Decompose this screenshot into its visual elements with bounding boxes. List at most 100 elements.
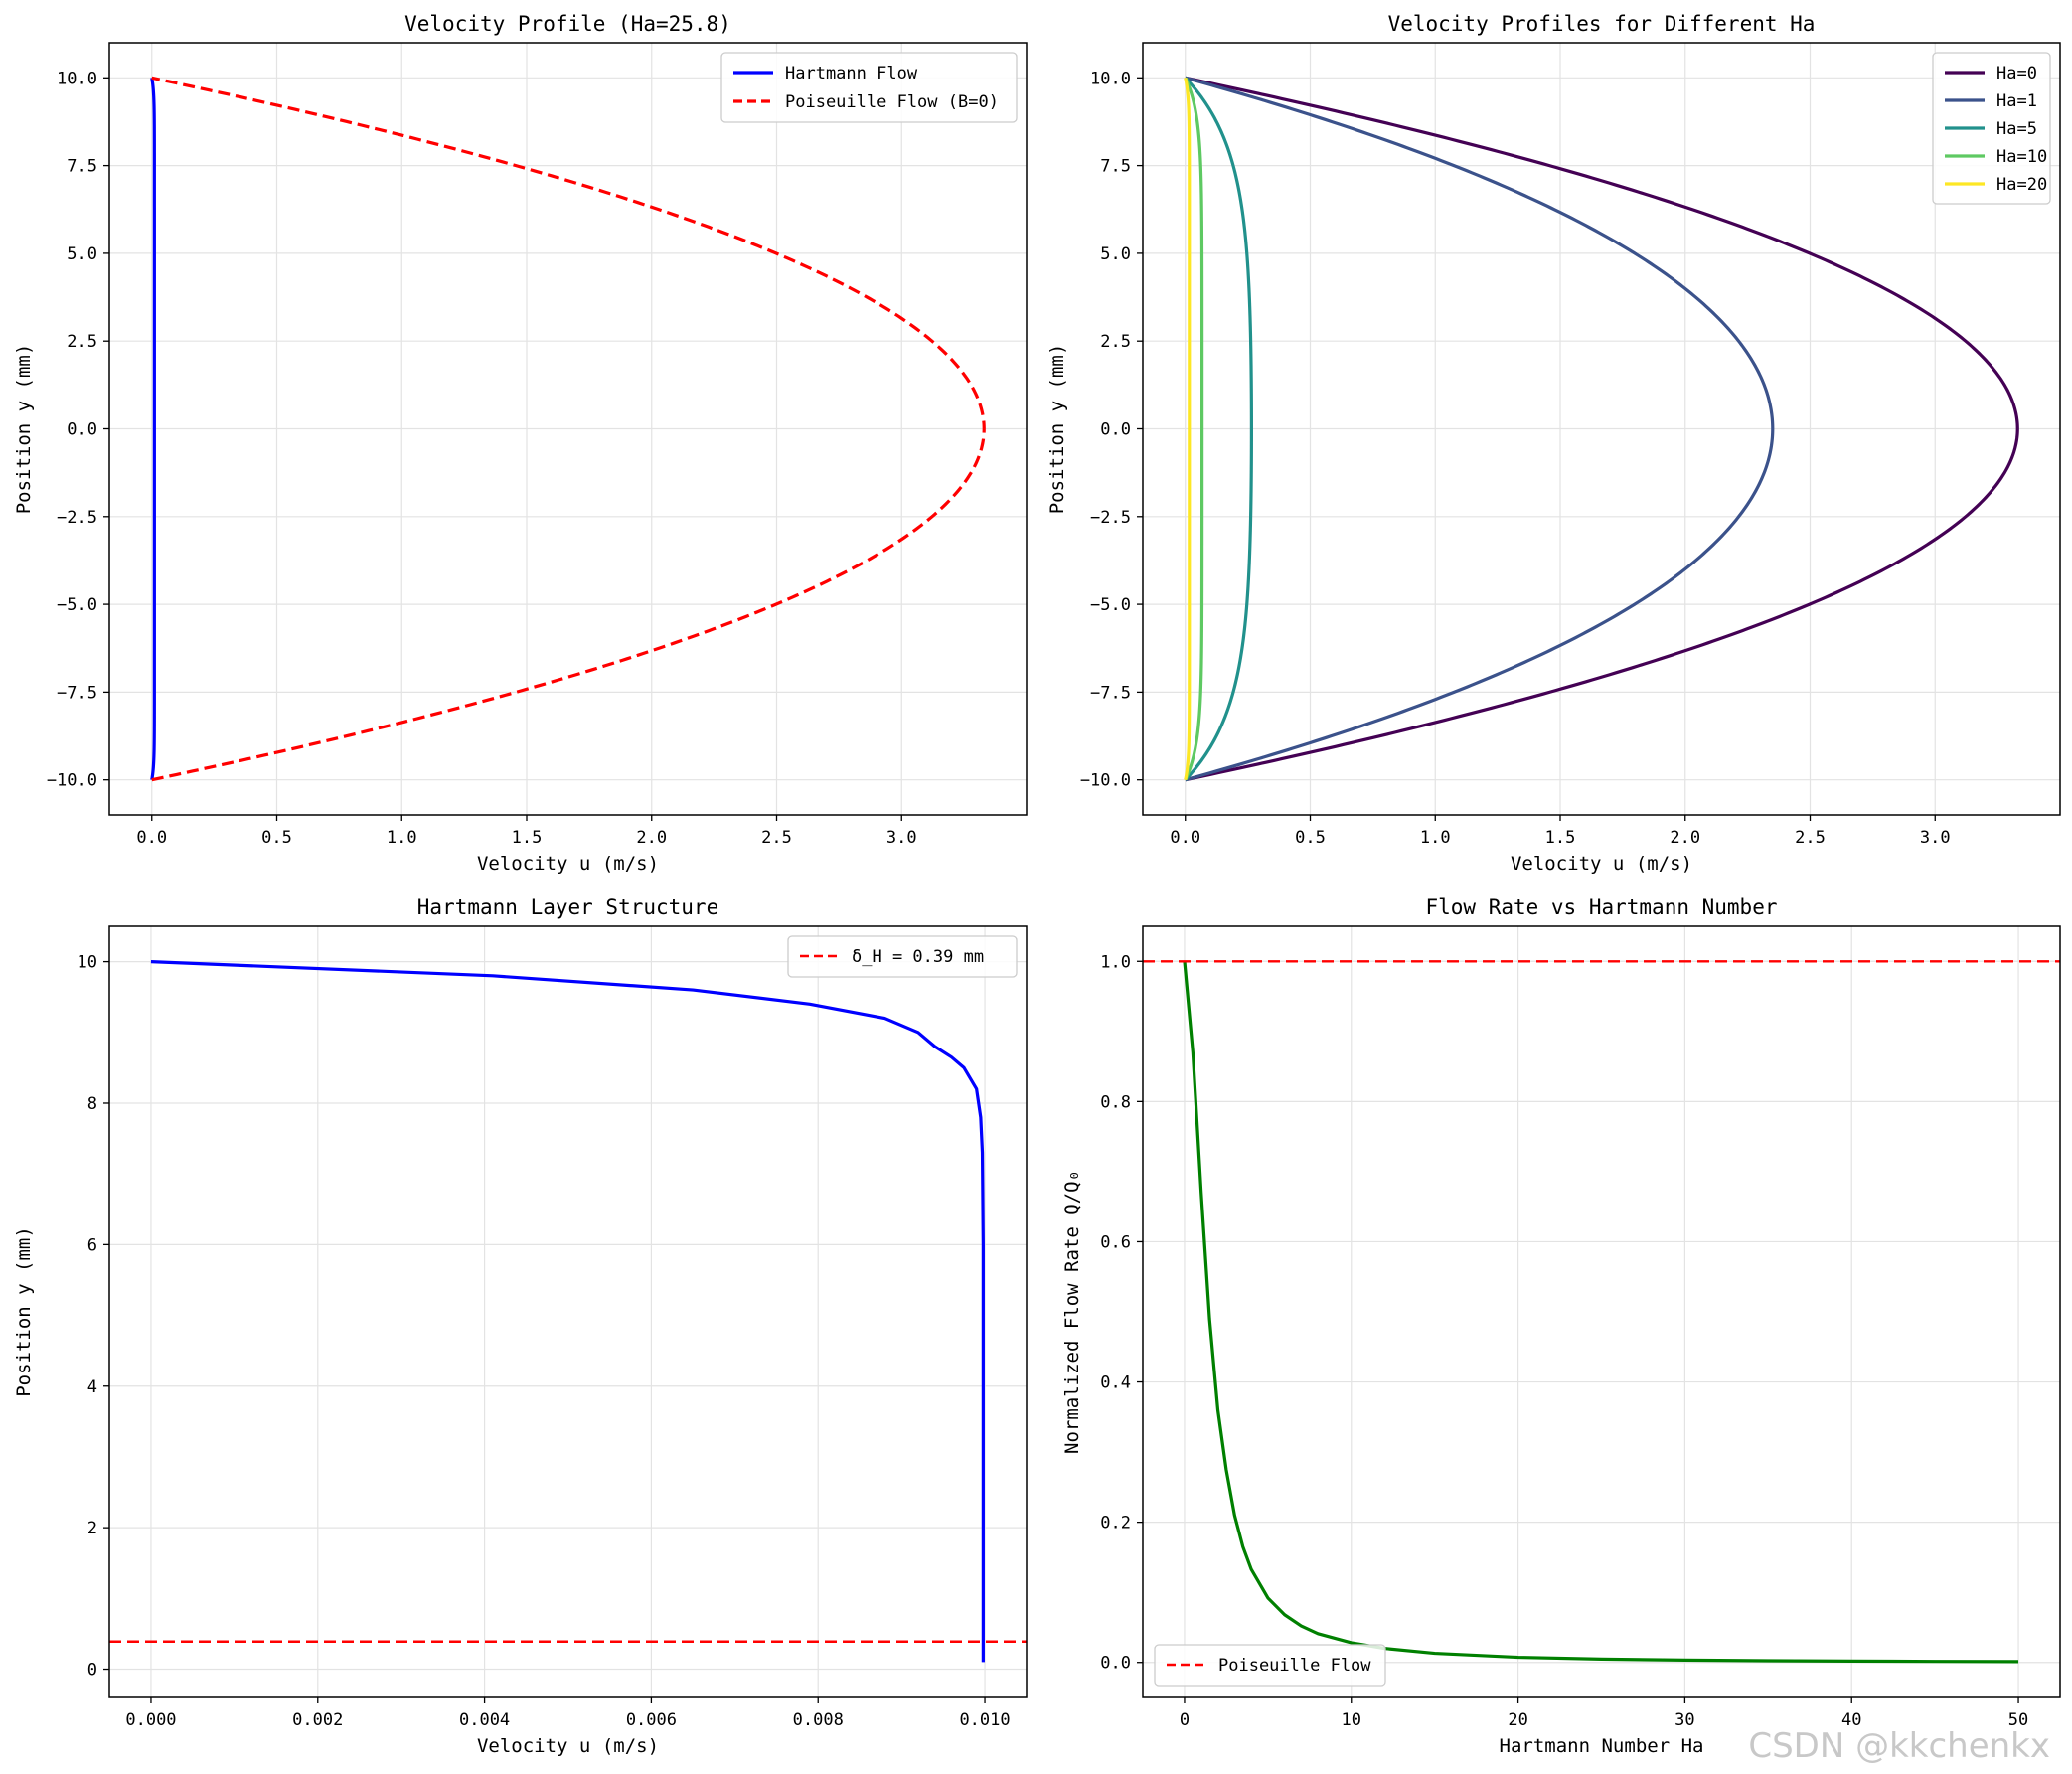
- legend-label: Ha=0: [1996, 64, 2037, 83]
- chart-panel-1: 0.0 0.5 1.0 1.5 2.0 2.5 3.0 10.0 7.5 5.0 2.5 0.0 −2.…: [13, 12, 1028, 875]
- legend-label: Ha=1: [1996, 91, 2037, 111]
- series-line-ha-10: [1184, 77, 1204, 781]
- series-line-ha-0: [1185, 76, 2019, 782]
- x-tick-label: 1.5: [1545, 828, 1576, 848]
- y-axis-label: Position y (mm): [13, 344, 35, 515]
- chart-panel-2: 0.0 0.5 1.0 1.5 2.0 2.5 3.0 10.0 7.5 5.0 2.5 0.0 −2.…: [1046, 12, 2061, 875]
- watermark: CSDN @kkchenkx: [1748, 1726, 2050, 1766]
- x-tick-label: 1.0: [1420, 828, 1451, 848]
- axes-frame: [108, 925, 1028, 1698]
- y-tick-label: 1.0: [1100, 952, 1131, 972]
- x-axis-label: Velocity u (m/s): [1511, 853, 1692, 875]
- y-tick-label: 5.0: [67, 244, 97, 264]
- legend-box: [787, 935, 1018, 978]
- series-line-poiseuille-flow-b-0-: [151, 76, 986, 782]
- series-line-hartmann-layer-profile: [150, 960, 985, 1663]
- y-tick-label: 5.0: [1100, 244, 1131, 264]
- x-tick-label: 2.5: [1795, 828, 1826, 848]
- series-line-ha-20: [1184, 77, 1192, 781]
- plot-area: [1143, 960, 2060, 1664]
- y-tick-label: −5.0: [1090, 595, 1131, 615]
- legend: Ha=0 Ha=1 Ha=5 Ha=10 Ha=20: [1932, 52, 2051, 205]
- legend-label: Hartmann Flow: [785, 64, 918, 83]
- plot-area: [150, 76, 986, 782]
- x-tick-label: 0.0: [1170, 828, 1200, 848]
- legend-label: Ha=20: [1996, 175, 2047, 195]
- y-tick-label: 10.0: [1090, 69, 1131, 88]
- series-line-ha-1: [1185, 76, 1775, 782]
- series-line-ha-5: [1184, 77, 1253, 781]
- legend-box: [1932, 52, 2051, 205]
- chart-title: Velocity Profiles for Different Ha: [1388, 12, 1816, 36]
- x-tick-label: 0.010: [959, 1710, 1010, 1730]
- x-tick-label: 40: [1841, 1710, 1861, 1730]
- chart-panel-3: 0.000 0.002 0.004 0.006 0.008 0.010 0 2 4 6 8 10 Har…: [13, 895, 1028, 1757]
- x-tick-label: 3.0: [886, 828, 917, 848]
- x-tick-label: 50: [2008, 1710, 2028, 1730]
- y-tick-label: 10.0: [57, 69, 97, 88]
- x-tick-label: 2.0: [636, 828, 667, 848]
- y-tick-label: −7.5: [57, 683, 97, 703]
- x-tick-label: 1.5: [512, 828, 543, 848]
- chart-title: Velocity Profile (Ha=25.8): [404, 12, 731, 36]
- plot-area: [1184, 76, 2019, 782]
- x-tick-label: 0.004: [459, 1710, 510, 1730]
- x-axis-label: Velocity u (m/s): [477, 853, 659, 875]
- x-tick-label: 0: [1180, 1710, 1190, 1730]
- y-tick-label: 2.5: [1100, 332, 1131, 352]
- x-tick-label: 2.5: [761, 828, 792, 848]
- legend-label: Ha=10: [1996, 147, 2047, 167]
- x-tick-label: 0.002: [292, 1710, 343, 1730]
- y-axis-label: Normalized Flow Rate Q/Q₀: [1061, 1170, 1083, 1454]
- x-tick-label: 30: [1674, 1710, 1694, 1730]
- y-tick-label: 4: [87, 1377, 97, 1397]
- y-tick-label: 0.0: [1100, 1654, 1131, 1674]
- x-tick-label: 2.0: [1670, 828, 1700, 848]
- x-tick-label: 3.0: [1920, 828, 1951, 848]
- legend-box: [720, 52, 1018, 123]
- y-tick-label: 8: [87, 1094, 97, 1114]
- plot-area: [109, 960, 1027, 1663]
- y-tick-label: 0.0: [67, 420, 97, 440]
- y-tick-label: 10: [78, 953, 97, 973]
- x-tick-label: 1.0: [387, 828, 417, 848]
- y-axis-label: Position y (mm): [1046, 344, 1068, 515]
- legend-label: Poiseuille Flow (B=0): [785, 92, 999, 112]
- legend-label: Poiseuille Flow: [1218, 1656, 1371, 1676]
- x-axis-label: Hartmann Number Ha: [1500, 1735, 1704, 1757]
- x-axis-label: Velocity u (m/s): [477, 1735, 659, 1757]
- y-tick-label: 2: [87, 1519, 97, 1538]
- chart-title: Hartmann Layer Structure: [417, 895, 718, 919]
- x-tick-label: 10: [1342, 1710, 1361, 1730]
- y-tick-label: 0.6: [1100, 1232, 1131, 1252]
- y-tick-label: −10.0: [1080, 771, 1131, 791]
- y-axis-label: Position y (mm): [13, 1226, 35, 1397]
- legend-label: δ_H = 0.39 mm: [852, 947, 984, 967]
- y-tick-label: −2.5: [1090, 508, 1131, 528]
- chart-panel-4: 0 10 20 30 40 50 0.0 0.2 0.4 0.6 0.8 1.0 Flow Rate v…: [1061, 895, 2061, 1757]
- axes-frame: [1142, 925, 2061, 1698]
- x-tick-label: 20: [1508, 1710, 1527, 1730]
- y-tick-label: 7.5: [1100, 157, 1131, 177]
- legend: δ_H = 0.39 mm: [787, 935, 1018, 978]
- x-tick-label: 0.0: [136, 828, 167, 848]
- y-tick-label: −2.5: [57, 508, 97, 528]
- x-tick-label: 0.000: [125, 1710, 176, 1730]
- y-tick-label: 0.4: [1100, 1373, 1131, 1393]
- chart-title: Flow Rate vs Hartmann Number: [1425, 895, 1777, 919]
- y-tick-label: 6: [87, 1235, 97, 1255]
- series-line-flow-rate: [1183, 961, 2019, 1664]
- y-tick-label: 0: [87, 1661, 97, 1681]
- legend-label: Ha=5: [1996, 119, 2037, 139]
- x-tick-label: 0.5: [261, 828, 292, 848]
- legend: Hartmann Flow Poiseuille Flow (B=0): [720, 52, 1018, 123]
- legend-box: [1154, 1644, 1386, 1687]
- y-tick-label: 7.5: [67, 157, 97, 177]
- x-tick-label: 0.5: [1295, 828, 1326, 848]
- x-tick-label: 0.008: [793, 1710, 844, 1730]
- y-tick-label: −5.0: [57, 595, 97, 615]
- y-tick-label: −10.0: [47, 771, 97, 791]
- y-tick-label: 0.8: [1100, 1092, 1131, 1112]
- y-tick-label: 0.2: [1100, 1514, 1131, 1533]
